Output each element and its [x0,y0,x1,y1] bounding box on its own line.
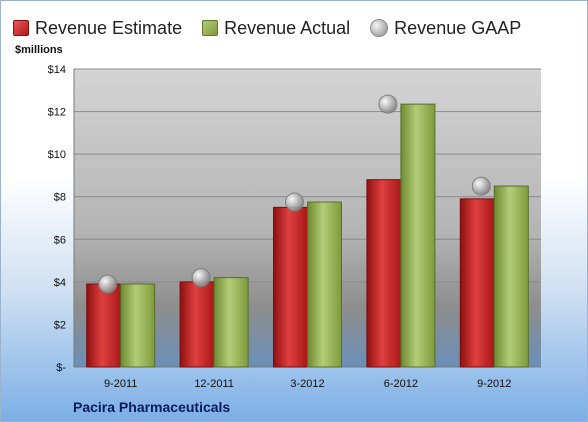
bar-revenue-actual [120,283,156,368]
legend-item-revenue-gaap: Revenue GAAP [370,18,521,39]
x-tick-label: 12-2011 [194,378,234,390]
x-tick-label: 6-2012 [384,378,418,390]
y-tick-label: $10 [48,149,66,161]
marker-revenue-gaap [471,176,491,196]
y-tick-label: $4 [54,277,66,289]
legend-item-revenue-estimate: Revenue Estimate [13,18,182,39]
legend-label-revenue-estimate: Revenue Estimate [35,17,183,38]
x-tick-label: 9-2012 [477,378,511,390]
y-tick-label: $- [56,362,66,374]
bar-revenue-actual [400,103,436,368]
x-tick-label: 9-2011 [104,378,137,390]
bar-revenue-estimate [273,206,308,368]
bar-revenue-actual [213,277,249,368]
company-name: Pacira Pharmaceuticals [73,399,231,415]
legend-item-revenue-actual: Revenue Actual [202,18,350,39]
y-tick-label: $8 [54,192,66,204]
legend-swatch-revenue-estimate [13,20,29,36]
bar-revenue-estimate [459,198,495,368]
legend-swatch-revenue-actual [202,20,219,36]
bar-revenue-actual [493,185,529,368]
x-tick-label: 3-2012 [290,378,324,390]
bar-revenue-estimate [86,283,122,368]
legend-swatch-revenue-gaap [370,19,389,37]
y-axis-label: $millions [15,44,63,56]
bar-revenue-actual [307,201,342,368]
legend-label-revenue-actual: Revenue Actual [224,17,351,38]
marker-revenue-gaap [191,268,211,288]
bar-revenue-estimate [366,179,402,368]
marker-revenue-gaap [285,192,304,212]
marker-revenue-gaap [378,94,398,114]
y-tick-label: $2 [54,319,66,331]
legend: Revenue Estimate Revenue Actual Revenue … [13,15,541,41]
y-tick-label: $6 [54,234,66,246]
legend-label-revenue-gaap: Revenue GAAP [394,17,522,38]
bar-revenue-estimate [179,281,215,368]
y-tick-label: $12 [48,107,66,119]
y-tick-label: $14 [48,64,66,76]
marker-revenue-gaap [98,274,118,294]
